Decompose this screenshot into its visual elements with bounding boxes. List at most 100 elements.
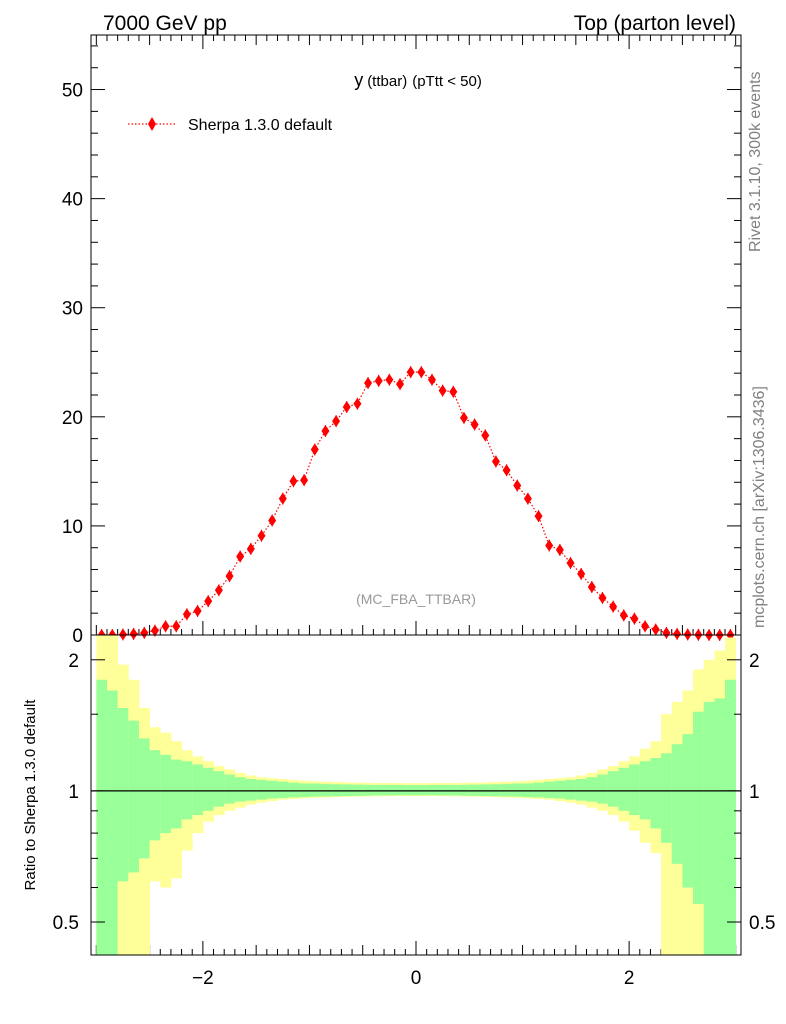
data-point (129, 627, 138, 640)
ratio-inner-band-bin (394, 784, 406, 796)
data-point (641, 620, 650, 633)
mcplots-label: mcplots.cern.ch [arXiv:1306.3436] (751, 386, 768, 628)
ratio-inner-band-bin (607, 771, 619, 807)
ratio-inner-band-bin (693, 711, 705, 904)
data-point (300, 474, 309, 487)
ratio-y-tick-label-right: 2 (749, 651, 760, 672)
data-point (545, 539, 554, 552)
ratio-inner-band-bin (618, 767, 630, 811)
x-tick-label: 0 (411, 968, 422, 989)
main-y-tick-label: 10 (62, 517, 83, 538)
data-point (278, 492, 287, 505)
data-point (438, 384, 447, 397)
ratio-axis-ticks (91, 659, 741, 923)
main-y-tick-label: 0 (72, 626, 83, 647)
data-point (523, 492, 532, 505)
data-point (502, 464, 511, 477)
ratio-ylabel: Ratio to Sherpa 1.3.0 default (22, 699, 39, 891)
ratio-inner-band-bin (522, 783, 534, 798)
ratio-inner-band-bin (586, 777, 598, 802)
ratio-inner-band-bin (384, 784, 396, 796)
ratio-inner-band-bin (479, 784, 491, 797)
ratio-inner-band-bin (234, 777, 246, 802)
data-point (172, 620, 181, 633)
main-panel: 0 10 20 30 40 50 y (ttbar) (pTtt < 50) (MC_FBA_… (62, 34, 742, 955)
ratio-inner-band-bin (106, 690, 119, 955)
data-point (321, 425, 330, 437)
plot-title: y (ttbar) (pTtt < 50) (354, 70, 482, 90)
ratio-inner-band-bin (256, 779, 268, 800)
series-points (97, 366, 735, 641)
ratio-inner-band-bin (458, 784, 470, 796)
data-point (513, 479, 522, 492)
ratio-inner-band-bin (245, 778, 257, 801)
data-point (577, 567, 586, 580)
ratio-inner-band-bin (416, 785, 428, 796)
data-point (246, 542, 255, 555)
ratio-inner-band-bin (160, 754, 172, 834)
ratio-y-tick-label-right: 0.5 (749, 913, 775, 934)
ratio-inner-band-bin (149, 750, 161, 841)
ratio-inner-band-bin (543, 781, 555, 799)
data-point (310, 443, 319, 456)
data-point (427, 373, 436, 386)
ratio-inner-band-bin (138, 738, 151, 859)
ratio-inner-band-bin (661, 753, 673, 843)
ratio-y-tick-label-left: 0.5 (53, 913, 79, 934)
data-point (193, 605, 202, 617)
data-point (214, 584, 223, 597)
data-point (598, 591, 607, 604)
ratio-inner-band-bin (362, 784, 374, 796)
x-tick-labels: −2 0 2 (192, 968, 634, 989)
ratio-inner-band-bin (266, 780, 278, 799)
ratio-inner-band-bin (671, 744, 683, 864)
ratio-inner-band-bin (533, 782, 545, 798)
data-point (609, 600, 618, 613)
ratio-inner-band-bin (288, 782, 300, 798)
x-tick-label: −2 (192, 968, 214, 989)
data-point (268, 514, 277, 527)
main-tick-labels: 0 10 20 30 40 50 (62, 81, 83, 647)
data-point (406, 366, 415, 379)
ratio-y-tick-label-left: 2 (68, 651, 79, 672)
ratio-inner-band-bin (437, 784, 449, 796)
ratio-inner-band-bin (554, 780, 566, 799)
data-point (332, 415, 341, 428)
ratio-inner-band-bin (490, 784, 502, 797)
ratio-inner-band-bin (629, 764, 641, 816)
ratio-inner-band-bin (565, 779, 577, 800)
ratio-inner-band-bin (469, 784, 481, 796)
ratio-inner-band-bin (309, 783, 321, 797)
data-point (683, 628, 692, 641)
data-point (449, 385, 458, 398)
process-label: Top (parton level) (574, 12, 736, 35)
data-point (374, 374, 383, 387)
ratio-inner-band-bin (330, 784, 342, 797)
ratio-inner-band-bin (277, 781, 289, 799)
ratio-inner-band-bin (511, 783, 523, 797)
data-point (364, 377, 373, 389)
data-point (396, 378, 405, 391)
data-point (385, 373, 394, 386)
x-tick-label: 2 (624, 968, 635, 989)
data-point (673, 627, 682, 640)
data-point (619, 609, 628, 622)
series-line (101, 371, 731, 636)
data-point (417, 366, 426, 379)
legend-marker (148, 117, 156, 131)
ratio-inner-band-bin (575, 778, 587, 801)
data-point (161, 620, 170, 633)
ratio-inner-band-bin (96, 679, 108, 955)
ratio-inner-band-bin (703, 701, 715, 955)
data-point (630, 612, 639, 625)
ratio-y-tick-label-right: 1 (749, 782, 760, 803)
data-point (225, 570, 234, 583)
analysis-watermark: (MC_FBA_TTBAR) (356, 591, 476, 607)
data-point (566, 557, 575, 569)
ratio-inner-band-bin (170, 759, 182, 829)
data-point (150, 624, 159, 637)
main-y-tick-label: 40 (62, 190, 83, 211)
main-y-tick-label: 20 (62, 408, 83, 429)
ratio-bands (96, 635, 737, 955)
rivet-label: Rivet 3.1.10, 300k events (747, 71, 764, 252)
